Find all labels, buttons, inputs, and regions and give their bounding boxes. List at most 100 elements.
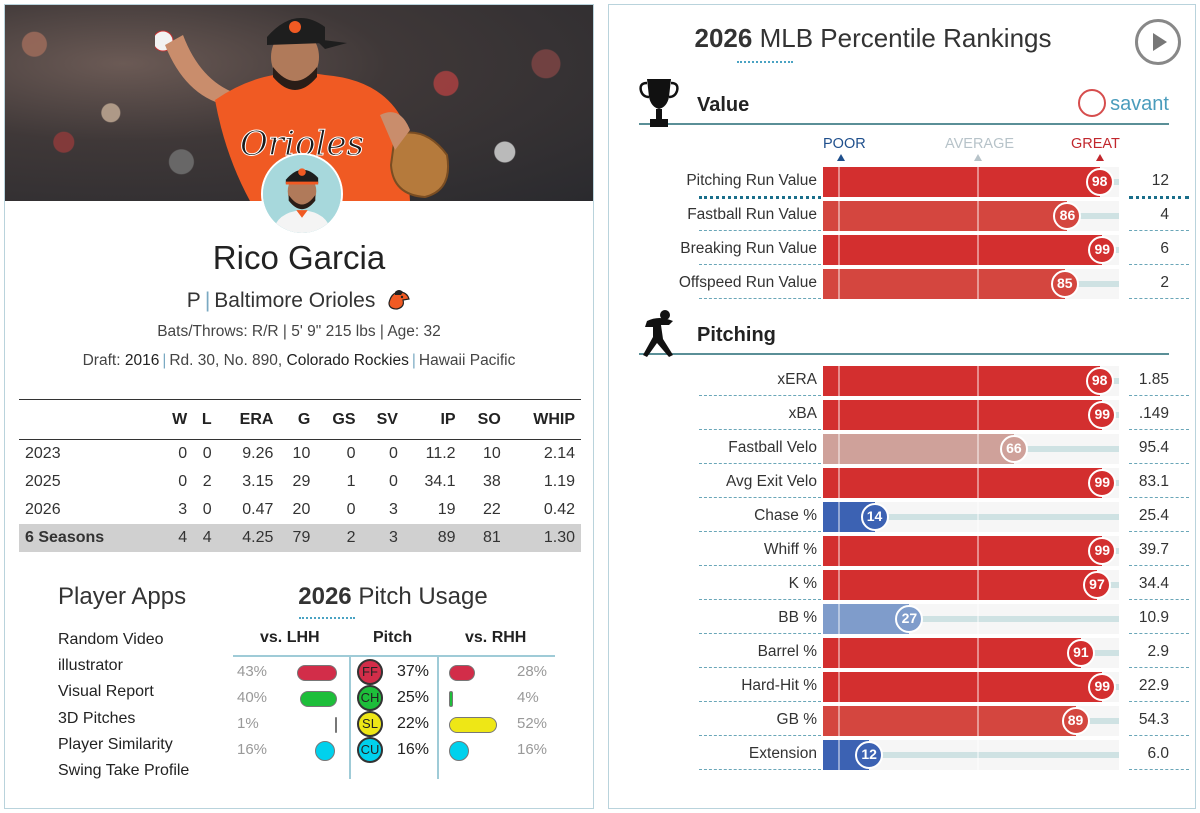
play-button[interactable] [1135,19,1181,65]
percentile-circle: 66 [999,435,1028,463]
pitch-type-badge[interactable]: CU [357,737,383,763]
percentile-row[interactable]: BB % 27 10.9 [609,602,1197,636]
savant-logo-link[interactable]: savant [1078,89,1169,117]
percentile-circle: 98 [1085,367,1114,395]
player-app-link[interactable]: 3D Pitches [58,709,136,727]
stats-col-g[interactable]: G [279,399,317,440]
stats-total-g: 79 [279,523,317,552]
stats-col-ip[interactable]: IP [403,399,462,440]
percentile-row[interactable]: Barrel % 91 2.9 [609,636,1197,670]
usage-total-pct: 37% [397,663,430,680]
percentile-row[interactable]: Fastball Velo 66 95.4 [609,432,1197,466]
pitch-type-badge[interactable]: SL [357,711,383,737]
percentile-circle: 12 [855,741,884,769]
row-divider [1129,769,1189,770]
row-divider [699,395,821,396]
stats-cell-whip: 0.42 [543,500,575,518]
percentile-row[interactable]: Breaking Run Value 99 6 [609,233,1197,267]
stats-col-l[interactable]: L [193,399,218,440]
percentile-row[interactable]: xBA 99 .149 [609,398,1197,432]
player-app-link[interactable]: Player Similarity [58,735,173,753]
metric-label: GB % [776,711,817,728]
row-divider [699,769,821,770]
player-app-link[interactable]: illustrator [58,657,123,675]
usage-col-divider [437,655,439,779]
stats-cell-g: 10 [292,444,311,462]
stats-cell-l: 0 [202,500,212,518]
trophy-icon [639,79,679,127]
usage-rhh-bar [449,741,469,761]
player-app-link[interactable]: Random Video [58,631,164,648]
percentile-bar [823,366,1100,396]
stats-total-row: 6 Seasons 4 4 4.25 79 2 3 89 81 1.30 [19,523,581,552]
metric-value: 22.9 [1138,677,1169,694]
row-divider [699,531,821,532]
percentile-row[interactable]: GB % 89 54.3 [609,704,1197,738]
stats-cell-g: 29 [292,472,311,490]
row-divider [699,633,821,634]
stats-col-whip[interactable]: WHIP [506,399,581,440]
usage-col-pitch: Pitch [373,629,413,646]
metric-value: 1.85 [1138,371,1169,388]
row-divider [1129,395,1189,396]
percentile-bar [823,706,1076,736]
percentile-row[interactable]: Pitching Run Value 98 12 [609,165,1197,199]
row-divider [1129,463,1189,464]
pitch-usage-row: 16% CU 16% 16% [5,737,593,763]
stats-cell-gs: 0 [346,500,356,518]
percentile-row[interactable]: Hard-Hit % 99 22.9 [609,670,1197,704]
player-app-link[interactable]: Swing Take Profile [58,761,190,779]
player-team-link[interactable]: Baltimore Orioles [214,289,376,312]
scale-poor-label: POOR [823,136,866,152]
stats-col-gs[interactable]: GS [316,399,362,440]
metric-value: 6.0 [1147,745,1169,762]
percentile-bar [823,604,979,634]
draft-info: Draft: 2016 | Rd. 30, No. 890, Colorado Ro… [82,352,516,369]
metric-value: 95.4 [1138,439,1169,456]
percentile-row[interactable]: Offspeed Run Value 85 2 [609,267,1197,301]
percentile-circle: 86 [1053,202,1082,230]
stats-col-so[interactable]: SO [461,399,507,440]
row-divider [699,230,821,231]
savant-label: savant [1110,93,1169,115]
stats-col-sv[interactable]: SV [361,399,404,440]
row-divider [699,463,821,464]
pitch-usage-year: 2026 [298,583,352,610]
stats-cell-era: 9.26 [242,444,274,462]
percentile-row[interactable]: Whiff % 99 39.7 [609,534,1197,568]
stats-col-era[interactable]: ERA [217,399,280,440]
stats-cell-season: 2026 [25,500,61,518]
percentile-circle: 98 [1085,168,1114,196]
stats-cell-w: 0 [178,472,188,490]
stats-cell-era: 3.15 [242,472,274,490]
player-headshot-avatar [261,153,343,235]
percentile-row[interactable]: Extension 12 6.0 [609,738,1197,772]
player-name: Rico Garcia [212,239,386,276]
row-divider [1129,667,1189,668]
percentile-row[interactable]: xERA 98 1.85 [609,364,1197,398]
pitch-usage-row: 43% FF 37% 28% [5,659,593,685]
row-divider [699,565,821,566]
usage-rhh-bar [449,717,497,733]
pitch-type-badge[interactable]: FF [357,659,383,685]
stats-cell-season: 2023 [25,444,61,462]
percentile-row[interactable]: Fastball Run Value 86 4 [609,199,1197,233]
usage-lhh-bar [300,691,337,707]
row-divider [1129,264,1189,265]
percentile-row[interactable]: Avg Exit Velo 99 83.1 [609,466,1197,500]
draft-pick: Rd. 30, No. 890, [169,352,283,369]
scale-average-marker [974,154,982,161]
usage-total-pct: 25% [397,689,430,706]
percentile-row[interactable]: K % 97 34.4 [609,568,1197,602]
percentile-circle: 99 [1088,401,1117,429]
metric-label: Whiff % [763,541,817,558]
pitch-type-badge[interactable]: CH [357,685,383,711]
pitch-usage-row: 40% CH 25% 4% [5,685,593,711]
stats-col-w[interactable]: W [160,399,194,440]
player-app-link[interactable]: Visual Report [58,683,154,701]
value-section-header: Value savant [639,79,1169,127]
percentile-bar [823,536,1103,566]
draft-team-link[interactable]: Colorado Rockies [286,352,409,369]
percentile-tail [823,514,1119,520]
percentile-row[interactable]: Chase % 14 25.4 [609,500,1197,534]
